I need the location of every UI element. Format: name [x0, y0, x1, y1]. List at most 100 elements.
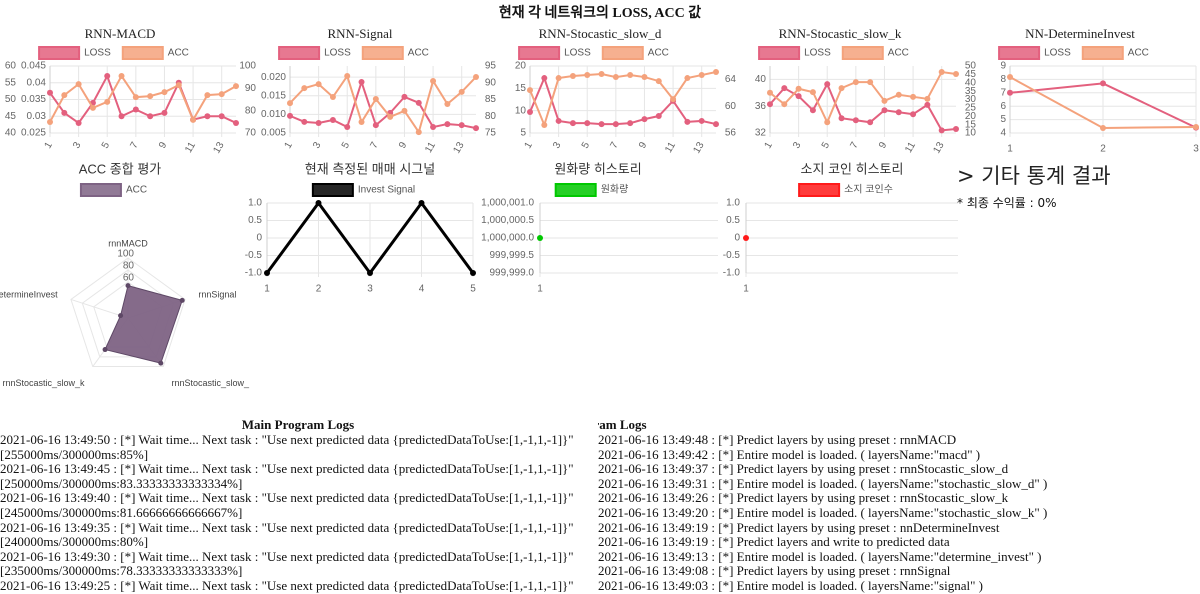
x-tick-label: 2 — [316, 284, 322, 295]
data-point — [627, 120, 634, 127]
y2-tick-label: 56 — [725, 128, 737, 139]
y2-tick-label: 35 — [965, 86, 977, 97]
y2-tick-label: 64 — [725, 74, 737, 85]
data-point — [555, 75, 562, 82]
data-point — [1100, 80, 1106, 87]
legend-swatch — [601, 46, 644, 60]
data-point — [47, 89, 53, 96]
data-point — [287, 112, 293, 119]
chart-title: RNN-Signal — [328, 26, 393, 41]
data-point — [612, 121, 619, 128]
y-tick-label: 0.015 — [261, 90, 286, 101]
y2-tick-label: 10 — [965, 128, 977, 139]
y2-tick-label: 15 — [965, 119, 977, 130]
y-tick-label: 7 — [1000, 87, 1006, 98]
chart-title: RNN-Stocastic_slow_d — [539, 26, 662, 41]
data-point — [824, 81, 831, 88]
x-tick-label: 3 — [1193, 144, 1199, 155]
x-tick-label: 9 — [157, 140, 170, 151]
data-point — [527, 109, 533, 116]
data-point — [367, 270, 373, 276]
y-tick-label: 0.045 — [21, 61, 46, 72]
ai-logs: AI Program Logs 2021-06-16 13:49:48 : [*… — [598, 417, 1198, 594]
log-line: [250000ms/300000ms:83.33333333333334%] — [0, 475, 243, 491]
log-title: AI Program Logs — [598, 417, 647, 432]
chart-title: 현재 측정된 매매 시그널 — [305, 161, 435, 176]
data-point — [175, 82, 182, 89]
legend-label: ACC — [648, 48, 669, 59]
legend-label: 원화량 — [601, 184, 629, 196]
legend-label: ACC — [408, 48, 429, 59]
log-line: 2021-06-16 13:49:26 : [*] Predict layers… — [598, 490, 1009, 506]
y-tick-label: 1.0 — [248, 198, 262, 209]
y-tick-label: 1,000,000.0 — [481, 233, 534, 244]
y2-tick-label: 40 — [965, 77, 977, 88]
data-point — [867, 119, 874, 126]
point-label: nnDetermineInvest — [0, 290, 58, 300]
y-tick-label: 0.035 — [21, 94, 46, 105]
legend-label: ACC — [888, 48, 909, 59]
y2-tick-label: 50 — [965, 61, 977, 72]
y-tick-label: 15 — [515, 83, 527, 94]
series-line — [49, 74, 237, 123]
data-point — [458, 122, 465, 129]
x-tick-label: 1 — [283, 140, 296, 151]
x-tick-label: 1 — [763, 140, 776, 151]
y2-tick-label: 90 — [245, 83, 257, 94]
y-tick-label: 5 — [1000, 114, 1006, 125]
log-line: 2021-06-16 13:49:45 : [*] Wait time... N… — [0, 461, 574, 477]
legend-label: ACC — [126, 185, 147, 196]
data-point — [767, 89, 773, 96]
data-point — [684, 118, 691, 125]
x-tick-label: 5 — [820, 140, 833, 151]
page-title: 현재 각 네트워크의 LOSS, ACC 값 — [499, 4, 701, 21]
data-point — [118, 113, 125, 120]
data-point — [824, 119, 831, 126]
data-point — [838, 115, 845, 122]
y-tick-label: 0.5 — [726, 215, 740, 226]
data-point — [444, 100, 451, 107]
x-tick-label: 11 — [663, 140, 678, 155]
data-point — [118, 313, 124, 319]
data-point — [555, 117, 562, 124]
data-point — [584, 120, 591, 127]
data-point — [852, 79, 859, 86]
data-point — [89, 104, 96, 111]
data-point — [344, 73, 351, 80]
y-tick-label: 0 — [256, 233, 262, 244]
x-tick-label: 3 — [367, 284, 373, 295]
y2-tick-label: 60 — [5, 61, 17, 72]
x-tick-label: 13 — [451, 140, 466, 156]
data-point — [781, 101, 788, 108]
x-tick-label: 1 — [43, 140, 56, 151]
log-line: 2021-06-16 13:49:19 : [*] Predict layers… — [598, 519, 1000, 535]
data-point — [358, 119, 365, 126]
y-tick-label: 1.0 — [726, 198, 740, 209]
x-tick-label: 9 — [877, 140, 890, 151]
log-line: [255000ms/300000ms:85%] — [0, 446, 149, 462]
stats-panel: > 기타 통계 결과 * 최종 수익률 : 0% — [957, 160, 1111, 211]
y2-tick-label: 25 — [965, 103, 977, 114]
data-point — [598, 121, 605, 128]
legend-swatch — [998, 46, 1041, 60]
data-point — [190, 116, 197, 123]
chart-title: RNN-MACD — [85, 26, 156, 41]
chart-title: 소지 코인 히스토리 — [801, 161, 904, 176]
chart-title: ACC 종합 평가 — [79, 161, 162, 176]
data-point — [132, 106, 139, 113]
log-line: 2021-06-16 13:49:40 : [*] Wait time... N… — [0, 490, 574, 506]
y2-tick-label: 20 — [965, 111, 977, 122]
x-tick-label: 5 — [340, 140, 353, 151]
data-point — [158, 360, 164, 366]
data-point — [584, 72, 591, 79]
legend-label: LOSS — [564, 48, 591, 59]
y-tick-label: 0 — [734, 233, 740, 244]
y-tick-label: 6 — [1000, 101, 1006, 112]
legend-label: LOSS — [804, 48, 831, 59]
data-point — [301, 85, 308, 92]
data-point — [1007, 74, 1013, 81]
x-tick-label: 9 — [637, 140, 650, 151]
data-point — [698, 117, 705, 124]
log-line: [235000ms/300000ms:78.33333333333333%] — [0, 563, 243, 579]
data-point — [204, 92, 211, 99]
